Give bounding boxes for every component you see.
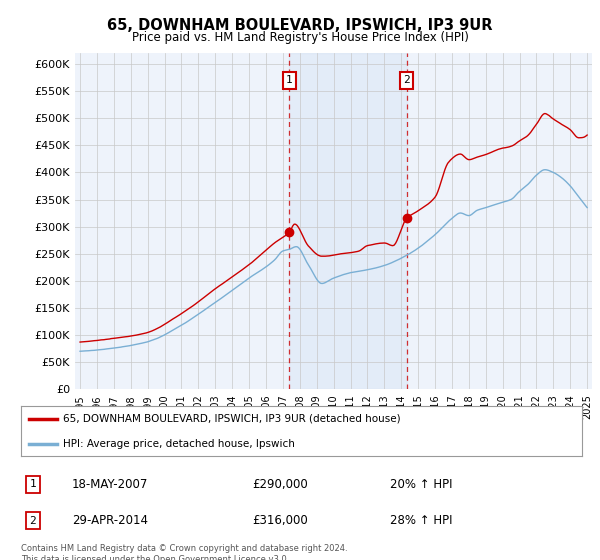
Text: 1: 1: [286, 75, 293, 85]
Text: £316,000: £316,000: [252, 514, 308, 528]
Text: 28% ↑ HPI: 28% ↑ HPI: [390, 514, 452, 528]
Text: Price paid vs. HM Land Registry's House Price Index (HPI): Price paid vs. HM Land Registry's House …: [131, 31, 469, 44]
Text: HPI: Average price, detached house, Ipswich: HPI: Average price, detached house, Ipsw…: [63, 439, 295, 449]
Text: £290,000: £290,000: [252, 478, 308, 491]
Text: 2: 2: [403, 75, 410, 85]
Text: 29-APR-2014: 29-APR-2014: [72, 514, 148, 528]
Text: 1: 1: [29, 479, 37, 489]
Text: 18-MAY-2007: 18-MAY-2007: [72, 478, 148, 491]
Bar: [289, 53, 407, 389]
Text: 2: 2: [29, 516, 37, 526]
Text: 20% ↑ HPI: 20% ↑ HPI: [390, 478, 452, 491]
Text: 65, DOWNHAM BOULEVARD, IPSWICH, IP3 9UR (detached house): 65, DOWNHAM BOULEVARD, IPSWICH, IP3 9UR …: [63, 414, 401, 423]
Text: 65, DOWNHAM BOULEVARD, IPSWICH, IP3 9UR: 65, DOWNHAM BOULEVARD, IPSWICH, IP3 9UR: [107, 18, 493, 33]
Text: Contains HM Land Registry data © Crown copyright and database right 2024.
This d: Contains HM Land Registry data © Crown c…: [21, 544, 347, 560]
